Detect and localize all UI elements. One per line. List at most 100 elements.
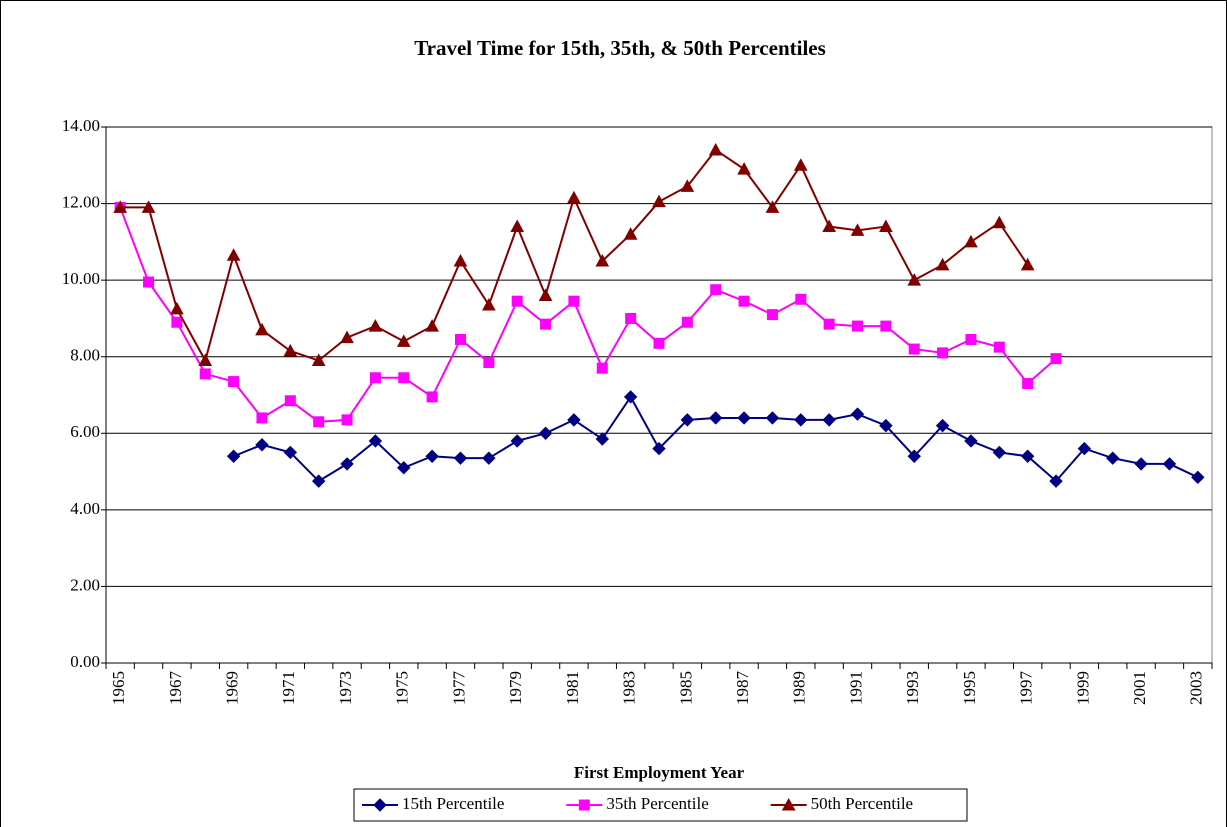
x-tick-label: 1987 [733,671,752,706]
data-point [454,333,466,345]
data-point [1020,257,1035,271]
x-tick-label: 1985 [676,671,695,705]
x-tick-label: 1983 [620,671,639,705]
data-point [311,474,326,488]
legend-marker [373,798,387,812]
data-point [540,318,552,330]
data-point [398,372,410,384]
x-tick-label: 1999 [1073,671,1092,705]
y-tick-label: 8.00 [70,346,100,365]
y-tick-label: 2.00 [70,575,100,594]
data-point [1191,470,1205,485]
x-tick-label: 1995 [960,671,979,705]
y-tick-label: 14.00 [62,116,100,135]
data-point [313,416,325,428]
data-point [850,223,865,236]
x-tick-label: 1979 [506,671,525,705]
data-point [625,312,637,324]
data-point [368,434,383,448]
data-point [793,158,808,171]
data-point [795,293,807,305]
data-point [738,295,750,307]
data-point [879,418,893,433]
y-tick-label: 4.00 [70,499,100,518]
data-point [709,411,723,425]
data-point [369,372,381,384]
data-point [710,284,722,296]
y-tick-label: 10.00 [62,269,100,288]
x-axis-title: First Employment Year [574,763,745,782]
data-point [1077,441,1092,456]
chart-title: Travel Time for 15th, 35th, & 50th Perce… [414,36,826,60]
data-point [652,441,666,456]
data-point [1162,457,1177,471]
x-tick-label: 1975 [393,671,412,705]
data-point [368,319,383,332]
data-point [198,353,213,367]
data-point [992,445,1007,460]
data-point [482,451,496,465]
data-point [595,253,610,267]
x-tick-label: 1989 [790,671,809,705]
data-point [425,449,439,463]
data-point [255,322,269,336]
data-point [1050,353,1062,365]
x-tick-label: 2001 [1130,671,1149,705]
legend: 15th Percentile 35th Percentile 50th Perce… [353,788,968,822]
data-point [510,219,525,233]
plot-area [105,126,1213,664]
data-point [822,413,836,427]
data-point [850,407,865,421]
data-point [879,219,893,233]
data-point [623,390,638,404]
legend-marker [578,799,590,811]
x-tick-label: 1991 [846,671,865,705]
data-point [483,356,495,368]
x-tick-label: 1971 [279,671,298,705]
legend-label: 50th Percentile [811,794,913,813]
legend-marker [781,797,796,811]
data-point [907,273,922,286]
data-point [341,414,353,426]
data-point [482,297,496,311]
data-point [425,319,439,332]
data-point [311,353,326,367]
data-point [794,413,808,427]
data-point [822,219,836,233]
series-line [119,207,1057,423]
data-point [653,337,665,349]
data-point [426,391,438,403]
data-point [256,412,268,424]
data-point [567,190,581,204]
data-point [880,320,892,332]
data-point [538,288,553,301]
data-point [113,200,128,213]
data-point [1106,451,1120,465]
data-point [964,434,978,448]
data-point [1134,457,1148,471]
data-point [766,309,778,321]
data-point [567,413,581,427]
y-tick-label: 6.00 [70,422,100,441]
data-point [538,426,553,440]
data-point [226,449,241,463]
data-point [737,162,751,175]
data-point [623,227,638,240]
data-point [1022,378,1034,390]
data-point [964,234,978,248]
y-tick-label: 0.00 [70,652,100,671]
data-point [228,376,240,388]
data-point [199,368,211,380]
x-tick-label: 1965 [109,671,128,705]
data-point [226,248,241,261]
data-point [823,318,835,330]
legend-label: 35th Percentile [606,794,708,813]
x-tick-label: 1969 [223,671,242,705]
data-point [568,295,580,307]
data-point [765,200,780,213]
x-tick-label: 1997 [1017,671,1036,706]
data-point [397,461,411,475]
data-point [340,330,354,344]
y-tick-label: 12.00 [62,192,100,211]
